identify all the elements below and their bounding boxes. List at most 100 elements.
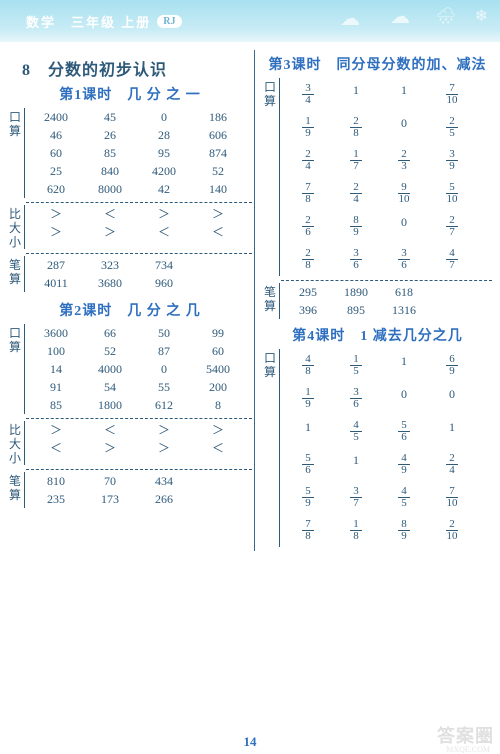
table-cell: 55 — [137, 378, 191, 396]
lesson4-title: 第4课时 1 减去几分之几 — [263, 325, 492, 345]
label-kousuan: 口算 — [8, 324, 22, 414]
table-cell: 36 — [332, 243, 380, 276]
table-cell: 4011 — [29, 274, 83, 292]
table-cell: 87 — [137, 342, 191, 360]
table-cell — [191, 256, 245, 274]
table-cell — [428, 301, 476, 319]
table-cell: 25 — [428, 111, 476, 144]
table-cell: 2400 — [29, 108, 83, 126]
table-cell: 396 — [284, 301, 332, 319]
table-cell: 23 — [380, 144, 428, 177]
table-cell: 710 — [428, 481, 476, 514]
table-cell: 5400 — [191, 360, 245, 378]
lesson1-bisuan: 笔算 28732373440113680960 — [8, 256, 252, 292]
table-cell: ＞ — [137, 205, 191, 223]
table-cell: 78 — [284, 514, 332, 547]
lesson1-compare: 比大小 ＞＜＞＞＞＞＜＜ — [8, 205, 252, 249]
table-cell: 89 — [332, 210, 380, 243]
table-cell: 200 — [191, 378, 245, 396]
snowflake-icon: ❄ — [475, 6, 488, 26]
table-cell: 295 — [284, 283, 332, 301]
table-cell: 27 — [428, 210, 476, 243]
table-cell: 24 — [428, 448, 476, 481]
table-cell: 39 — [428, 144, 476, 177]
table-cell: 17 — [332, 144, 380, 177]
label-bisuan: 笔算 — [8, 472, 22, 508]
table-cell: 4200 — [137, 162, 191, 180]
table-cell: 60 — [191, 342, 245, 360]
table-cell: 91 — [29, 378, 83, 396]
table-cell: 78 — [284, 177, 332, 210]
table-cell — [428, 283, 476, 301]
table-cell: ＜ — [191, 223, 245, 241]
label-bisuan: 笔算 — [8, 256, 22, 292]
table-cell: 960 — [137, 274, 191, 292]
table-cell: 612 — [137, 396, 191, 414]
table-cell: 28 — [137, 126, 191, 144]
label-kousuan: 口算 — [263, 78, 277, 276]
table-cell: 1800 — [83, 396, 137, 414]
table-cell: 85 — [83, 144, 137, 162]
cloud-icon: ☁ — [390, 4, 410, 29]
header-title: 数学 三年级 上册 — [26, 12, 151, 31]
table-cell: 840 — [83, 162, 137, 180]
table-cell: 140 — [191, 180, 245, 198]
table-cell: 0 — [380, 111, 428, 144]
lesson1-kousuan: 口算 2400450186462628606608595874258404200… — [8, 108, 252, 198]
lesson4-kousuan: 口算 4815169193600145561561492459374571078… — [263, 349, 492, 547]
table-cell: 69 — [428, 349, 476, 382]
table-cell: 56 — [284, 448, 332, 481]
table-cell: 36 — [332, 382, 380, 415]
table-cell: 8000 — [83, 180, 137, 198]
table-cell: ＞ — [29, 205, 83, 223]
table-cell: ＜ — [29, 439, 83, 457]
table-cell: 1 — [332, 448, 380, 481]
table-cell: 36 — [380, 243, 428, 276]
table-cell: 287 — [29, 256, 83, 274]
label-compare: 比大小 — [8, 421, 22, 465]
table-cell: 19 — [284, 111, 332, 144]
table-cell: 50 — [137, 324, 191, 342]
table-cell: 14 — [29, 360, 83, 378]
table-cell: ＞ — [29, 223, 83, 241]
table-cell: 210 — [428, 514, 476, 547]
table-cell: 173 — [83, 490, 137, 508]
table-cell: 510 — [428, 177, 476, 210]
table-cell: ＜ — [83, 421, 137, 439]
table-cell: ＞ — [137, 439, 191, 457]
table-cell: 710 — [428, 78, 476, 111]
table-cell: 606 — [191, 126, 245, 144]
table-cell: 49 — [380, 448, 428, 481]
lesson1-title: 第1课时 几 分 之 一 — [8, 84, 252, 104]
left-column: 8 分数的初步认识 第1课时 几 分 之 一 口算 24004501864626… — [8, 50, 254, 551]
table-cell: 266 — [137, 490, 191, 508]
table-cell: ＞ — [191, 421, 245, 439]
table-cell: 874 — [191, 144, 245, 162]
table-cell: ＞ — [191, 205, 245, 223]
content-area: 8 分数的初步认识 第1课时 几 分 之 一 口算 24004501864626… — [0, 42, 500, 551]
rain-icon: 🌧 — [436, 6, 456, 26]
table-cell: ＜ — [137, 223, 191, 241]
table-cell: 52 — [191, 162, 245, 180]
table-cell: 1 — [284, 415, 332, 448]
table-cell: 434 — [137, 472, 191, 490]
table-cell: 620 — [29, 180, 83, 198]
lesson2-compare: 比大小 ＞＜＞＞＜＞＞＜ — [8, 421, 252, 465]
table-cell: 235 — [29, 490, 83, 508]
table-cell: 0 — [428, 382, 476, 415]
table-cell: 8 — [191, 396, 245, 414]
right-column: 第3课时 同分母分数的加、减法 口算 341171019280252417233… — [254, 50, 492, 551]
table-cell: 734 — [137, 256, 191, 274]
table-cell: 1890 — [332, 283, 380, 301]
table-cell: 60 — [29, 144, 83, 162]
table-cell: 85 — [29, 396, 83, 414]
table-cell: 895 — [332, 301, 380, 319]
table-cell: 1 — [332, 78, 380, 111]
lesson3-title: 第3课时 同分母分数的加、减法 — [263, 54, 492, 74]
table-cell: 45 — [332, 415, 380, 448]
table-cell: 0 — [137, 108, 191, 126]
table-cell — [191, 472, 245, 490]
page-number: 14 — [0, 734, 500, 750]
table-cell: 24 — [332, 177, 380, 210]
table-cell: 37 — [332, 481, 380, 514]
